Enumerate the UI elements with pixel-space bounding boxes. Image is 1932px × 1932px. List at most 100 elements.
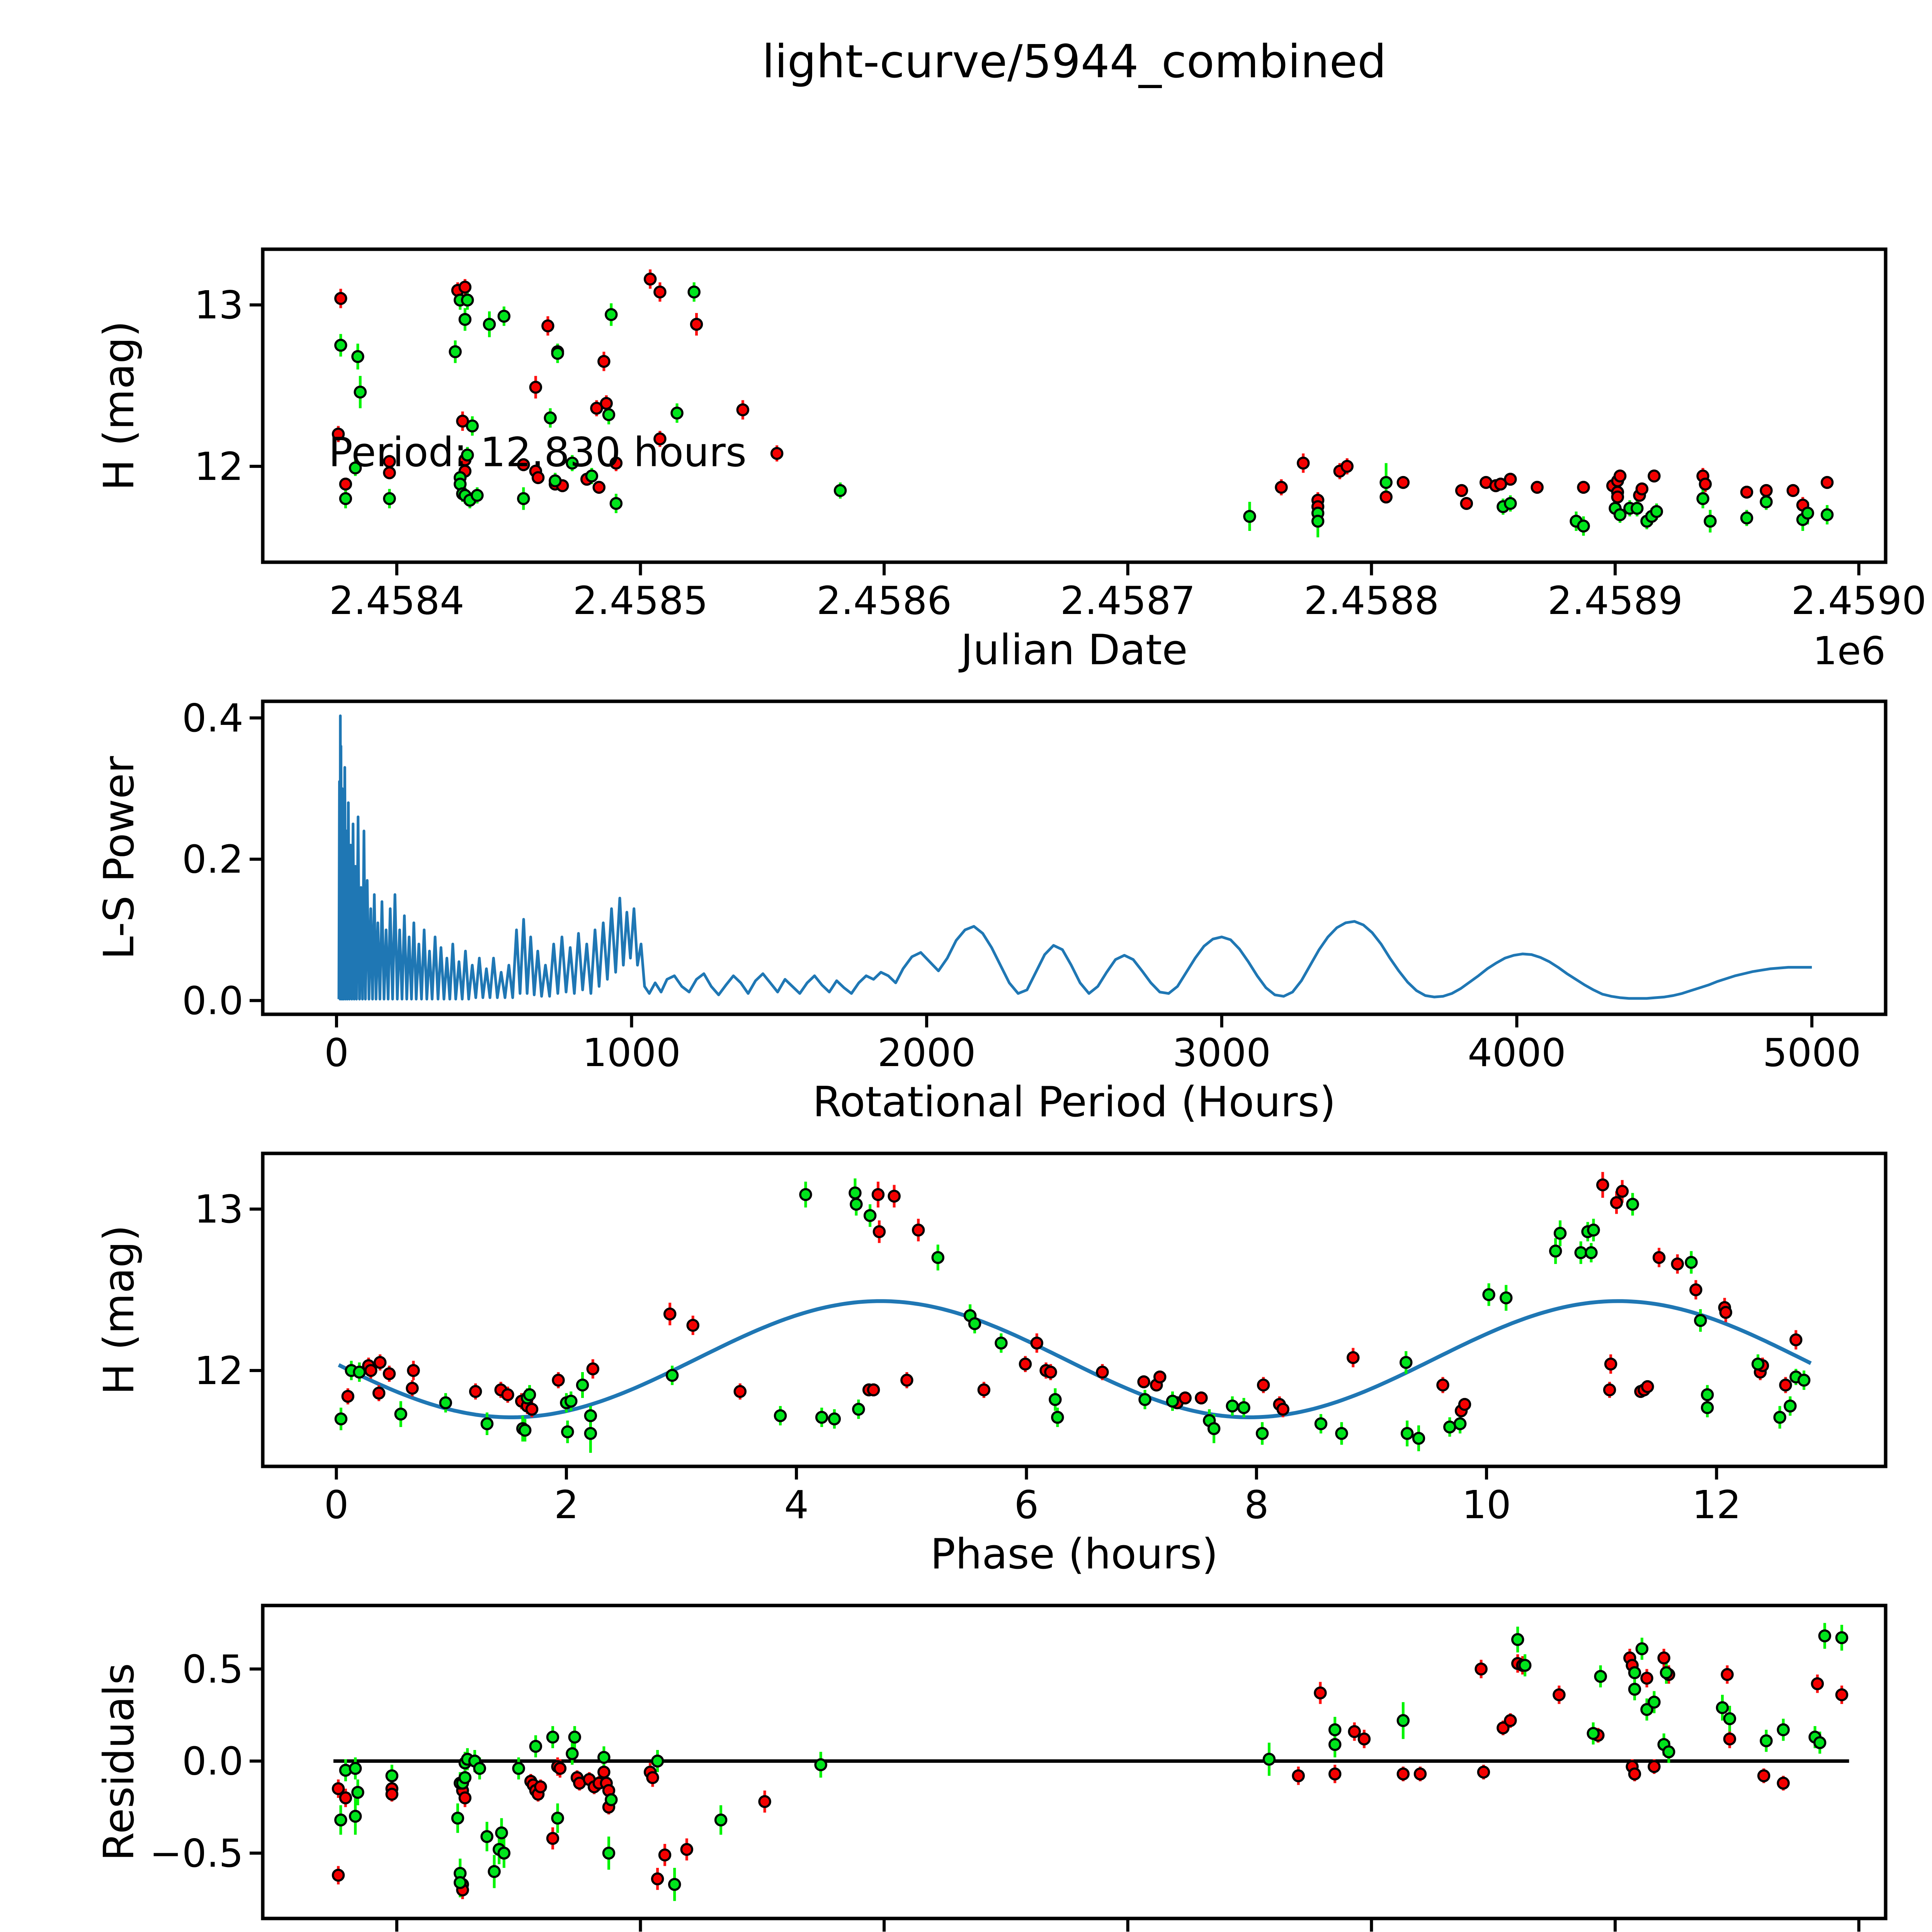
data-point-green — [1504, 497, 1517, 510]
data-point-red — [385, 1787, 398, 1801]
data-point-green — [1835, 1631, 1849, 1645]
data-point-green — [566, 1747, 579, 1760]
x-axis-offset-label: 1e6 — [1813, 628, 1886, 673]
data-point-red — [1760, 484, 1773, 497]
data-point-red — [1740, 485, 1753, 499]
data-point-green — [609, 497, 623, 510]
x-tick-label: 2.4588 — [1304, 578, 1439, 623]
data-point-green — [1549, 1244, 1562, 1258]
panel-phased-light-curve: 0 2 4 6 8 10 12 12 13 Phase (hours) H (mag) — [95, 1151, 1888, 1578]
data-point-green — [1577, 519, 1590, 533]
data-point-green — [339, 492, 352, 505]
data-point-green — [1379, 476, 1393, 489]
data-point-green — [334, 1412, 348, 1425]
data-point-green — [576, 1378, 589, 1392]
data-point-green — [1594, 1670, 1607, 1683]
data-point-red — [1460, 497, 1473, 510]
data-point-green — [385, 1769, 398, 1782]
axes-frame — [261, 699, 1888, 1016]
data-point-green — [1587, 1223, 1600, 1237]
data-point-red — [1641, 1380, 1654, 1393]
data-point-red — [1596, 1178, 1609, 1192]
data-point-red — [658, 1848, 672, 1862]
data-point-red — [1577, 481, 1590, 494]
data-point-green — [1553, 1227, 1567, 1240]
x-tick-label: 3000 — [1173, 1030, 1271, 1075]
data-point-green — [714, 1813, 728, 1827]
data-point-red — [458, 1791, 472, 1804]
data-point-red — [406, 1382, 419, 1395]
period-annotation: Period: 12.830 hours — [328, 429, 747, 476]
data-point-red — [1628, 1767, 1641, 1781]
data-point-green — [1400, 1356, 1413, 1369]
data-point-red — [1504, 1714, 1517, 1727]
data-point-green — [480, 1417, 494, 1430]
data-point-green — [1243, 510, 1256, 523]
data-point-green — [1760, 495, 1773, 509]
x-tick-label: 4000 — [1468, 1030, 1566, 1075]
x-tick-label: 4 — [784, 1482, 809, 1527]
data-point-green — [471, 489, 484, 502]
data-point-red — [534, 1780, 547, 1794]
y-tick-label: 12 — [194, 1348, 243, 1393]
data-point-red — [1357, 1732, 1371, 1746]
data-point-red — [680, 1843, 694, 1856]
data-point-green — [383, 492, 396, 505]
y-axis-label: L-S Power — [95, 756, 143, 959]
data-point-green — [566, 456, 579, 470]
y-axis-label: H (mag) — [95, 321, 143, 491]
data-point-red — [1475, 1662, 1488, 1676]
data-point-green — [1051, 1411, 1064, 1424]
data-point-red — [770, 447, 784, 460]
data-point-red — [1604, 1357, 1617, 1371]
sine-fit-curve — [338, 1299, 1812, 1419]
data-point-red — [686, 1319, 700, 1332]
y-tick-label: −0.5 — [150, 1831, 243, 1876]
data-point-green — [1640, 1703, 1653, 1716]
data-point-red — [1652, 1251, 1666, 1264]
x-tick-label: 2.4589 — [1548, 578, 1683, 623]
data-point-green — [483, 318, 496, 331]
markers-red — [341, 1178, 1803, 1418]
data-point-red — [469, 1385, 482, 1398]
data-point-red — [977, 1383, 991, 1396]
data-point-green — [828, 1412, 841, 1425]
data-point-red — [1610, 1196, 1623, 1209]
data-point-green — [1482, 1288, 1495, 1301]
data-point-red — [456, 415, 469, 428]
data-point-green — [349, 461, 362, 474]
data-point-red — [1340, 460, 1354, 473]
data-point-red — [1616, 1185, 1629, 1198]
data-point-green — [585, 469, 599, 483]
data-point-red — [1777, 1777, 1790, 1790]
data-point-red — [736, 403, 750, 417]
data-point-red — [517, 458, 530, 471]
markers-green — [334, 1186, 1811, 1445]
data-point-red — [1396, 476, 1410, 489]
data-point-red — [1757, 1769, 1770, 1782]
data-point-green — [1773, 1411, 1786, 1424]
panel-periodogram: 0 1000 2000 3000 4000 5000 0.0 0.2 0.4 Rotational… — [95, 696, 1888, 1126]
data-point-green — [1453, 1417, 1467, 1430]
data-point-green — [1499, 1291, 1513, 1304]
data-point-green — [602, 408, 616, 421]
data-point-green — [1166, 1395, 1179, 1408]
data-point-red — [1096, 1366, 1109, 1379]
data-point-red — [372, 1386, 386, 1400]
data-point-green — [1648, 1696, 1661, 1709]
data-point-red — [1276, 1403, 1290, 1416]
data-point-green — [1818, 1629, 1832, 1643]
data-point-red — [332, 427, 345, 441]
y-tick-label: 0.4 — [182, 696, 243, 741]
y-axis-label: H (mag) — [95, 1225, 143, 1395]
data-point-red — [651, 1872, 664, 1886]
data-point-green — [852, 1403, 865, 1416]
data-point-green — [461, 448, 474, 462]
data-point-green — [931, 1251, 945, 1264]
figure-title: light-curve/5944_combined — [762, 35, 1386, 88]
data-point-green — [665, 1369, 679, 1382]
x-tick-label: 6 — [1014, 1482, 1039, 1527]
x-tick-label: 2.4586 — [816, 578, 952, 623]
data-point-red — [341, 1389, 355, 1403]
data-point-red — [1292, 1769, 1305, 1782]
